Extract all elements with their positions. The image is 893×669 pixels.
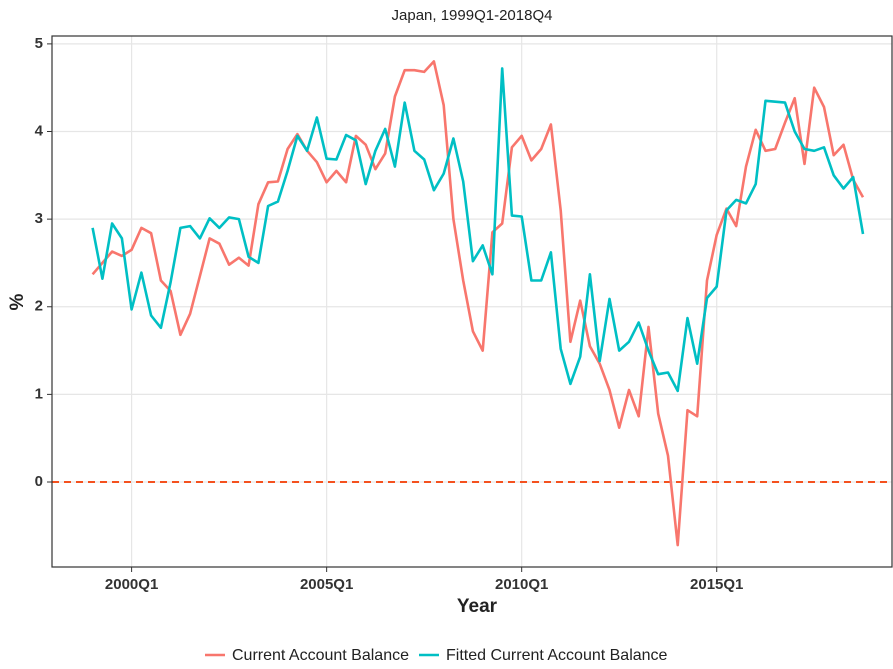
plot-background: [52, 36, 892, 567]
y-axis-label: %: [7, 293, 28, 310]
plot-border: [51, 35, 893, 568]
legend-label: Current Account Balance: [232, 647, 409, 664]
series-line: [91, 60, 865, 547]
legend-label: Fitted Current Account Balance: [446, 647, 668, 664]
grid: [52, 36, 892, 567]
y-tick-label: 3: [35, 210, 43, 227]
x-axis-label: Year: [457, 596, 498, 617]
x-tick-label: 2015Q1: [690, 576, 743, 593]
x-tick-label: 2005Q1: [300, 576, 353, 593]
y-tick-label: 0: [35, 473, 43, 490]
x-tick-label: 2010Q1: [495, 576, 548, 593]
legend: Current Account Balance Fitted Current Ac…: [205, 647, 668, 664]
series-line: [91, 67, 865, 393]
y-tick-label: 4: [35, 122, 44, 139]
y-tick-label: 5: [35, 35, 43, 52]
plot-lines: [52, 60, 892, 547]
chart-title: Japan, 1999Q1-2018Q4: [392, 7, 553, 24]
y-tick-label: 2: [35, 298, 43, 315]
y-tick-label: 1: [35, 385, 43, 402]
x-tick-label: 2000Q1: [105, 576, 158, 593]
axes: 0 1 2 3 4 5 2000Q1 2005Q1 2010Q1 2015Q1: [35, 35, 893, 593]
